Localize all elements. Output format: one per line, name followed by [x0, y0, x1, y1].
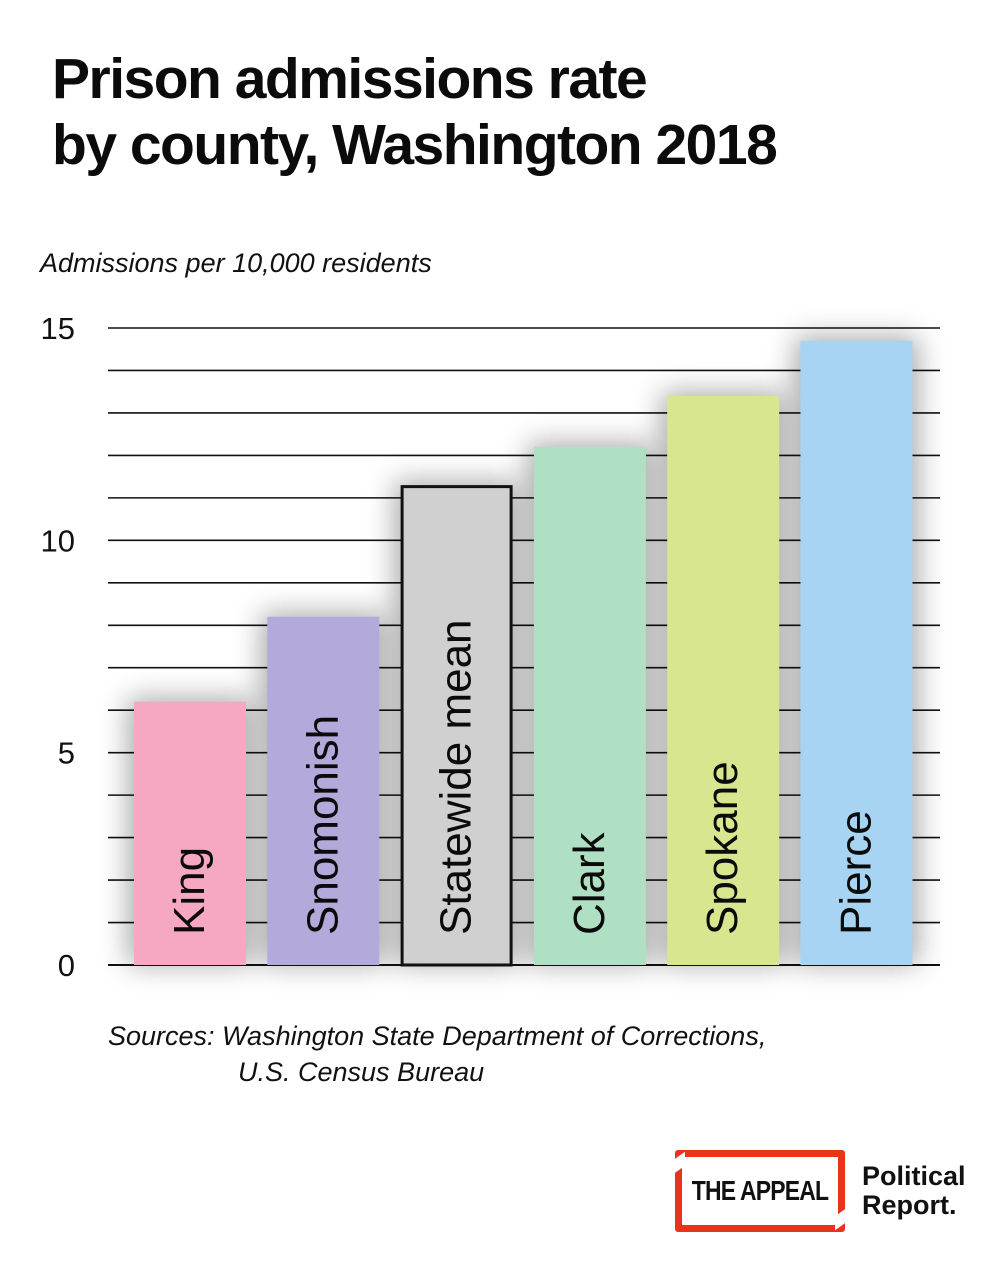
sources-line-2: U.S. Census Bureau [238, 1057, 485, 1087]
sources-line-1: Sources: Washington State Department of … [108, 1021, 767, 1051]
y-axis-ticks: 0 5 10 15 [41, 311, 75, 983]
bar-spokane [667, 395, 780, 965]
chart-title-line-2: by county, Washington 2018 [52, 113, 778, 177]
bar-chart: 0 5 10 15 King Snomonish Statewide mean Clark S… [41, 311, 940, 983]
bar-label-spokane: Spokane [698, 761, 747, 935]
sources-note: Sources: Washington State Department of … [108, 1018, 766, 1090]
the-appeal-wordmark: THE APPEAL [691, 1175, 829, 1206]
bar-pierce [800, 340, 913, 965]
publisher-logo: THE APPEAL Political Report. [673, 1150, 975, 1236]
bar-clark [533, 446, 646, 965]
bar-shadows [128, 336, 919, 965]
bar-label-snomonish: Snomonish [298, 715, 347, 935]
political-report-wordmark: Political Report. [862, 1162, 966, 1220]
bar-label-statewide-mean: Statewide mean [432, 619, 481, 935]
y-tick-label-0: 0 [58, 948, 75, 983]
bar-king [134, 701, 246, 965]
bar-statewide-mean [400, 485, 513, 967]
the-appeal-logo: THE APPEAL [673, 1150, 847, 1232]
bar-label-clark: Clark [565, 831, 614, 935]
bars [134, 340, 913, 967]
y-tick-label-5: 5 [58, 736, 75, 771]
y-tick-label-15: 15 [41, 311, 75, 346]
y-axis-unit-label: Admissions per 10,000 residents [40, 248, 432, 278]
y-tick-label-10: 10 [41, 523, 75, 558]
bar-labels: King Snomonish Statewide mean Clark Spokane P… [165, 619, 881, 935]
chart-title: Prison admissions rate by county, Washin… [52, 46, 952, 178]
political-word: Political [862, 1161, 966, 1191]
bar-label-pierce: Pierce [832, 810, 881, 935]
report-word: Report. [862, 1190, 957, 1220]
bar-snomonish [267, 616, 380, 965]
bar-label-king: King [165, 847, 214, 935]
chart-title-line-1: Prison admissions rate [52, 47, 648, 111]
logo-frame [675, 1150, 845, 1232]
